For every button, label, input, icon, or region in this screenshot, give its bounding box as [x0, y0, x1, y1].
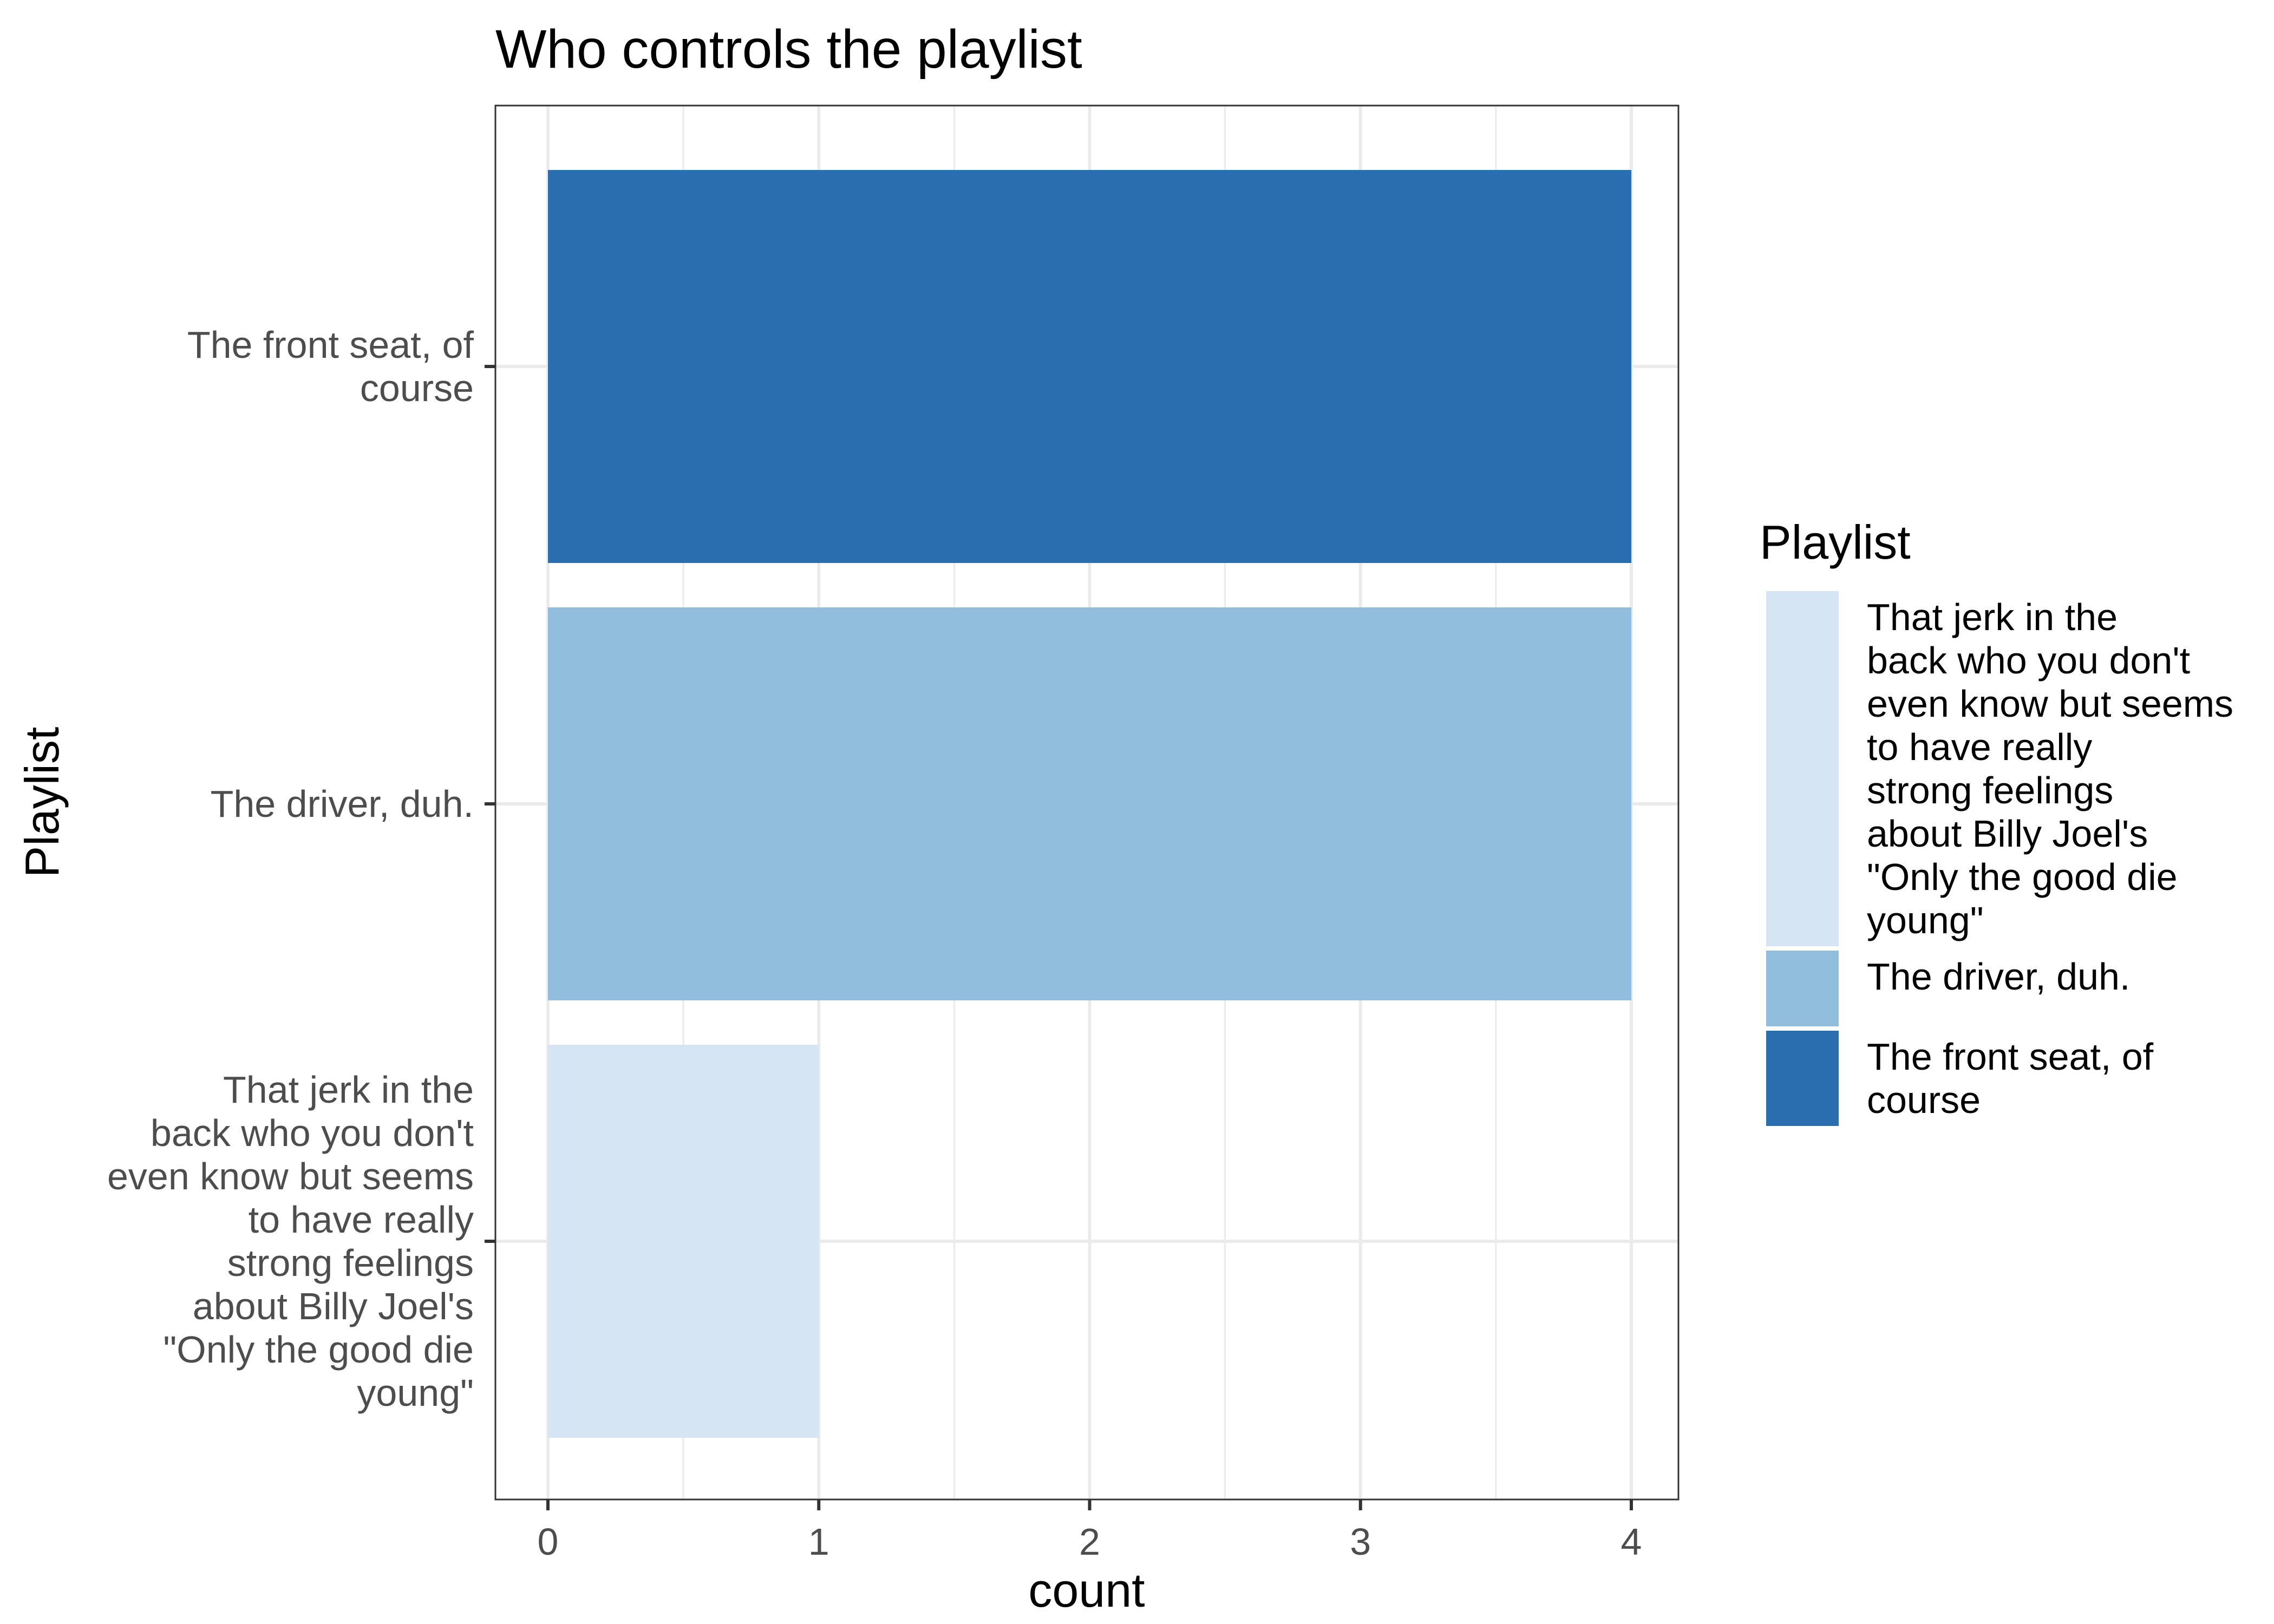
legend-title: Playlist [1760, 515, 1911, 569]
x-axis-title: count [1028, 1563, 1145, 1617]
legend-key [1766, 951, 1839, 1026]
legend-label: That jerk in the back who you don't even k… [1867, 596, 2233, 941]
chart-title: Who controls the playlist [495, 19, 1082, 80]
y-tick-label: The driver, duh. [211, 783, 474, 825]
bars [548, 170, 1631, 1438]
legend-item: The front seat, of course [1766, 1031, 2154, 1126]
x-tick-label: 0 [538, 1521, 559, 1563]
bar [548, 607, 1631, 1000]
y-tick-label: That jerk in the back who you don't even k… [107, 1069, 474, 1414]
legend: Playlist That jerk in the back who you do… [1760, 515, 2233, 1126]
y-tick-label: The front seat, of course [187, 324, 474, 409]
y-axis: That jerk in the back who you don't even k… [107, 324, 495, 1414]
legend-item: The driver, duh. [1766, 951, 2130, 1026]
x-tick-label: 2 [1079, 1521, 1100, 1563]
legend-item: That jerk in the back who you don't even k… [1766, 591, 2233, 946]
legend-label: The driver, duh. [1867, 955, 2130, 998]
bar [548, 1045, 819, 1438]
x-axis: 0 1 2 3 4 [538, 1499, 1642, 1563]
bar [548, 170, 1631, 563]
x-tick-label: 4 [1621, 1521, 1642, 1563]
legend-items: That jerk in the back who you don't even k… [1766, 591, 2233, 1126]
legend-key [1766, 1031, 1839, 1126]
y-axis-title: Playlist [15, 727, 69, 878]
legend-label: The front seat, of course [1867, 1036, 2154, 1121]
x-tick-label: 1 [808, 1521, 829, 1563]
legend-key [1766, 591, 1839, 946]
x-tick-label: 3 [1350, 1521, 1371, 1563]
